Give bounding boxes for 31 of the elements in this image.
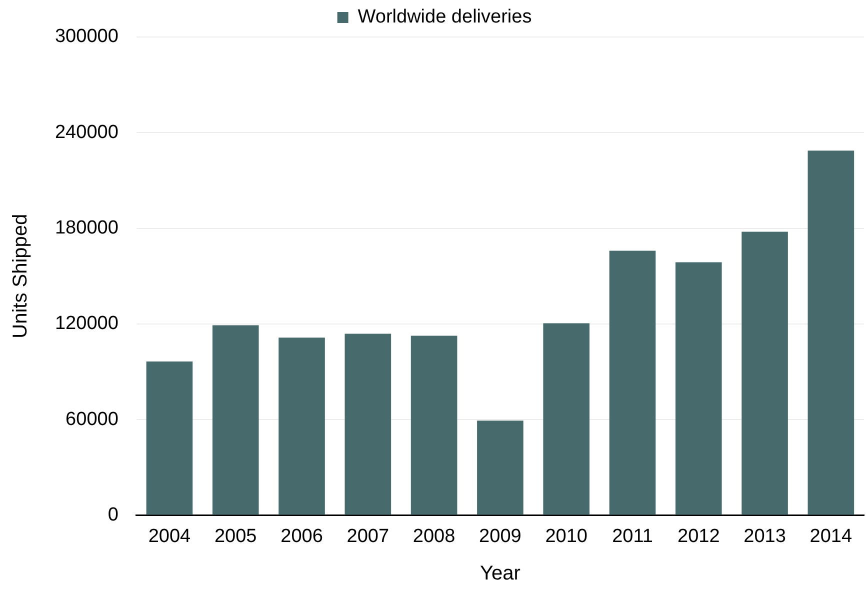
bar: [742, 232, 788, 515]
x-tick-label: 2004: [148, 526, 192, 547]
x-tick-label: 2010: [545, 526, 588, 547]
bar: [675, 262, 722, 515]
bar: [278, 338, 325, 515]
bar: [808, 150, 854, 515]
x-tick-label: 2014: [810, 526, 852, 547]
x-tick-label: 2013: [744, 526, 786, 547]
bar: [212, 325, 259, 515]
x-tick-label: 2006: [280, 526, 323, 547]
x-tick-label: 2011: [612, 526, 653, 547]
bar: [146, 362, 193, 515]
bar: [344, 334, 392, 515]
x-tick-label: 2012: [677, 526, 720, 547]
bar: [609, 250, 656, 515]
x-tick-label: 2008: [412, 526, 456, 547]
y-tick-label: 180000: [54, 218, 118, 239]
x-tick-label: 2005: [214, 526, 257, 547]
y-tick-label: 120000: [54, 313, 118, 334]
legend-label: Worldwide deliveries: [358, 6, 532, 28]
x-tick-label: 2009: [479, 526, 522, 547]
y-tick-label: 240000: [54, 122, 118, 143]
bar: [543, 323, 590, 515]
x-tick-label: 2007: [346, 526, 390, 547]
y-axis-title: Units Shipped: [10, 214, 32, 338]
bar: [477, 420, 524, 515]
y-tick-label: 300000: [54, 26, 118, 48]
bar: [410, 336, 458, 515]
x-axis-title: Year: [480, 562, 521, 585]
y-tick-label: 60000: [66, 408, 118, 430]
y-tick-label: 0: [108, 504, 118, 526]
